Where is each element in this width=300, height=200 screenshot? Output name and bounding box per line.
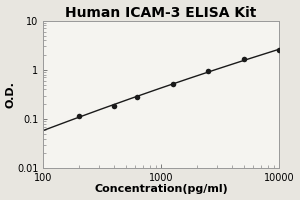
Point xyxy=(76,114,81,118)
Y-axis label: O.D.: O.D. xyxy=(6,81,16,108)
Point xyxy=(277,49,281,52)
Point xyxy=(112,104,117,108)
Point xyxy=(206,70,211,73)
Title: Human ICAM-3 ELISA Kit: Human ICAM-3 ELISA Kit xyxy=(65,6,257,20)
Point xyxy=(241,58,246,61)
Point xyxy=(170,82,175,85)
X-axis label: Concentration(pg/ml): Concentration(pg/ml) xyxy=(94,184,228,194)
Point xyxy=(135,95,140,99)
